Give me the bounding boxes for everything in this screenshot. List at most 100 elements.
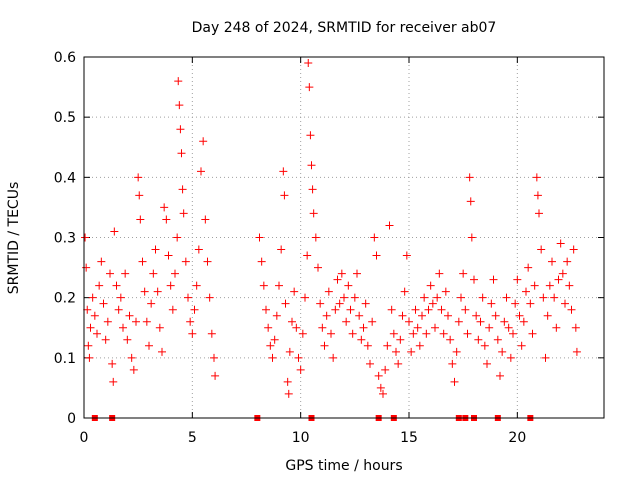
data-point-122 [359, 323, 368, 332]
data-point-156 [433, 293, 442, 302]
data-point-56 [186, 317, 195, 326]
data-point-81 [280, 191, 289, 200]
y-tick-label-6: 0.6 [54, 50, 76, 66]
data-point-158 [437, 305, 446, 314]
data-point-53 [179, 209, 188, 218]
data-point-46 [171, 269, 179, 278]
data-point-92 [301, 293, 309, 302]
data-point-196 [517, 341, 526, 350]
data-point-2 [83, 305, 92, 314]
data-point-59 [192, 281, 201, 290]
data-point-16 [109, 377, 118, 386]
data-point-54 [181, 257, 190, 266]
data-point-60 [194, 245, 203, 254]
data-point-219 [565, 281, 574, 290]
data-point-91 [298, 329, 307, 338]
data-point-216 [558, 269, 567, 278]
data-point-101 [314, 263, 322, 272]
data-point-154 [428, 299, 437, 308]
data-point-212 [550, 293, 559, 302]
data-point-13 [103, 317, 112, 326]
data-point-118 [350, 293, 359, 302]
data-point-198 [522, 287, 530, 296]
data-point-10 [97, 257, 106, 266]
data-point-187 [498, 347, 507, 356]
data-point-127 [370, 233, 379, 242]
data-point-161 [444, 311, 452, 320]
data-point-148 [415, 341, 424, 350]
data-point-93 [303, 251, 312, 260]
data-point-97 [307, 161, 316, 170]
data-point-197 [519, 317, 528, 326]
data-point-162 [446, 335, 455, 344]
data-point-114 [342, 317, 351, 326]
data-point-208 [541, 353, 550, 362]
data-point-202 [530, 281, 539, 290]
y-tick-label-1: 0.1 [54, 351, 76, 367]
data-point-221 [569, 245, 578, 254]
data-point-155 [431, 323, 439, 332]
data-point-61 [197, 167, 205, 176]
data-point-57 [188, 329, 197, 338]
data-point-185 [493, 335, 502, 344]
data-point-215 [556, 239, 565, 248]
data-point-6 [88, 293, 97, 302]
data-point-1 [82, 263, 91, 272]
data-point-172 [466, 197, 475, 206]
data-point-164 [450, 377, 459, 386]
data-point-24 [125, 311, 134, 320]
y-tick-label-0: 0 [67, 411, 76, 427]
data-point-166 [454, 317, 463, 326]
data-point-74 [266, 341, 275, 350]
data-points [81, 59, 581, 421]
data-point-144 [407, 347, 416, 356]
data-point-82 [281, 299, 290, 308]
data-point-206 [537, 245, 546, 254]
data-point-109 [331, 305, 340, 314]
data-point-117 [348, 329, 357, 338]
data-point-149 [418, 311, 426, 320]
data-point-38 [153, 287, 162, 296]
data-point-78 [275, 281, 283, 290]
data-point-23 [123, 335, 132, 344]
data-point-113 [340, 293, 348, 302]
data-point-39 [155, 323, 164, 332]
data-point-152 [424, 305, 433, 314]
data-point-99 [309, 209, 318, 218]
data-point-55 [184, 293, 192, 302]
axis-ticks: 0 0.1 0.2 0.3 0.4 0.5 0.6 0 5 10 15 20 [54, 50, 604, 446]
data-point-19 [114, 305, 123, 314]
data-point-106 [324, 287, 333, 296]
data-point-105 [322, 311, 331, 320]
data-point-50 [176, 125, 185, 134]
data-point-68 [211, 371, 220, 380]
data-point-203 [532, 173, 541, 182]
data-point-147 [413, 323, 422, 332]
data-point-21 [119, 323, 127, 332]
data-point-186 [496, 371, 504, 380]
data-point-159 [439, 329, 448, 338]
data-point-199 [524, 263, 533, 272]
data-point-204 [533, 191, 542, 200]
data-point-18 [112, 281, 121, 290]
data-point-98 [308, 185, 317, 194]
data-point-191 [506, 353, 515, 362]
data-point-157 [435, 269, 444, 278]
data-point-163 [448, 359, 457, 368]
data-point-173 [467, 233, 476, 242]
data-point-85 [285, 347, 294, 356]
data-point-179 [480, 341, 489, 350]
data-point-112 [337, 269, 346, 278]
data-point-184 [491, 311, 500, 320]
data-point-193 [511, 299, 520, 308]
data-point-49 [175, 101, 184, 110]
data-point-8 [93, 329, 101, 338]
data-point-180 [483, 359, 491, 368]
data-point-153 [426, 281, 435, 290]
data-point-130 [376, 383, 385, 392]
data-point-88 [292, 323, 301, 332]
data-point-102 [316, 299, 325, 308]
data-point-108 [329, 353, 338, 362]
data-point-190 [504, 323, 513, 332]
